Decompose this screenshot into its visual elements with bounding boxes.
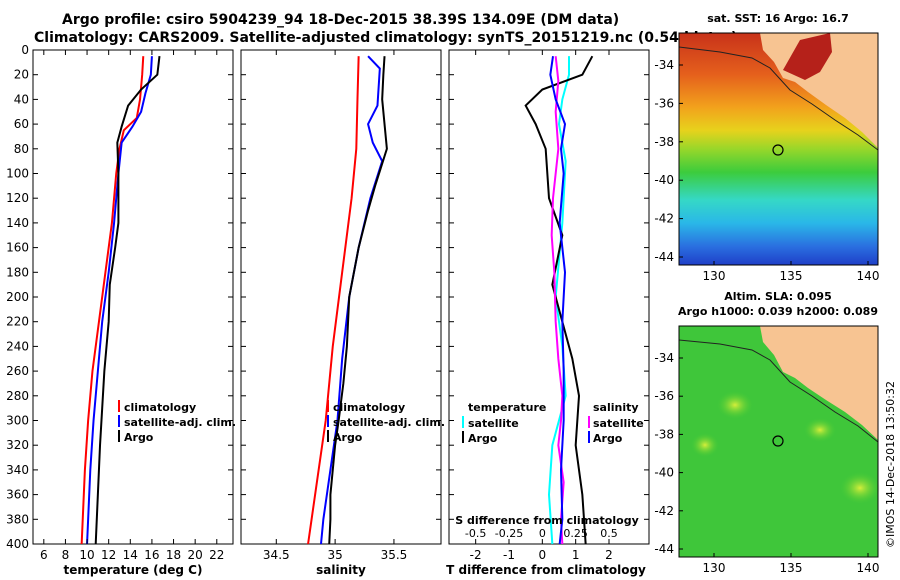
y-tick-label: 40 bbox=[14, 92, 29, 106]
legend-climatology-label: climatology bbox=[333, 401, 405, 414]
series-climatology bbox=[307, 56, 360, 545]
x-tick-label: 35 bbox=[327, 548, 342, 562]
sla-map-title-line1: Altim. SLA: 0.095 bbox=[724, 290, 832, 303]
x-tick-label: 12 bbox=[101, 548, 116, 562]
x-tick-label: 14 bbox=[123, 548, 138, 562]
legend-temperature-title: temperature bbox=[468, 401, 546, 414]
salinity-xlabel: salinity bbox=[316, 563, 366, 577]
legend-argo-label: Argo bbox=[124, 431, 154, 444]
x-tick-label: 10 bbox=[79, 548, 94, 562]
difference-legend-temperature: temperature satellite Argo bbox=[462, 401, 546, 445]
y-tick-label: 320 bbox=[6, 438, 29, 452]
y-tick-label: 200 bbox=[6, 290, 29, 304]
legend-satellite-adj-label: satellite-adj. clim. bbox=[333, 416, 445, 429]
salinity-panel-frame bbox=[240, 49, 442, 545]
legend-t-argo-label: Argo bbox=[468, 432, 498, 445]
y-tick-label: 300 bbox=[6, 414, 29, 428]
legend-s-argo-label: Argo bbox=[593, 432, 623, 445]
temperature-panel: 6 8 10 12 14 16 18 20 22 0 20 40 60 80 100 120 140 160 18… bbox=[6, 43, 236, 577]
y-tick-label: 100 bbox=[6, 167, 29, 181]
difference-panel-frame bbox=[448, 49, 650, 545]
x-tick-label: 18 bbox=[166, 548, 181, 562]
sst-map-title: sat. SST: 16 Argo: 16.7 bbox=[707, 12, 849, 25]
s-tick-label: -0.5 bbox=[465, 527, 486, 540]
y-tick-label: 340 bbox=[6, 463, 29, 477]
series-satellite-adj-clim- bbox=[86, 56, 153, 545]
figure-title-line1: Argo profile: csiro 5904239_94 18-Dec-20… bbox=[62, 12, 620, 28]
series-salinity-argo bbox=[549, 56, 567, 545]
y-tick-label: 20 bbox=[14, 68, 29, 82]
x-tick-label: 0 bbox=[539, 548, 547, 562]
x-tick-label: 16 bbox=[144, 548, 159, 562]
y-tick-label: 140 bbox=[6, 216, 29, 230]
s-tick-label: 0.5 bbox=[600, 527, 618, 540]
y-tick-label: 80 bbox=[14, 142, 29, 156]
x-tick-label: 2 bbox=[605, 548, 613, 562]
series-climatology bbox=[80, 56, 145, 545]
t-difference-xlabel: T difference from climatology bbox=[446, 563, 646, 577]
legend-t-satellite-label: satellite bbox=[468, 417, 519, 430]
salinity-panel: 34.5 35 35.5 salinity climatology satellit… bbox=[240, 49, 445, 577]
temperature-legend: climatology satellite-adj. clim. Argo bbox=[118, 400, 236, 444]
salinity-legend: climatology satellite-adj. clim. Argo bbox=[327, 400, 445, 444]
figure-title-line2: Climatology: CARS2009. Satellite-adjuste… bbox=[34, 30, 738, 46]
difference-legend-salinity: salinity satellite Argo bbox=[588, 401, 644, 445]
y-tick-label: 120 bbox=[6, 191, 29, 205]
temperature-xlabel: temperature (deg C) bbox=[64, 563, 203, 577]
legend-climatology-label: climatology bbox=[124, 401, 196, 414]
series-temperature-satellite bbox=[547, 56, 570, 545]
copyright-stamp: ©IMOS 14-Dec-2018 13:50:32 bbox=[884, 381, 897, 548]
series-argo bbox=[328, 56, 388, 545]
y-tick-label: 220 bbox=[6, 315, 29, 329]
x-tick-label: -2 bbox=[470, 548, 482, 562]
y-tick-label: 0 bbox=[21, 43, 29, 57]
s-tick-label: 0 bbox=[539, 527, 546, 540]
s-tick-label: -0.25 bbox=[495, 527, 523, 540]
x-tick-label: 20 bbox=[188, 548, 203, 562]
y-tick-label: 380 bbox=[6, 512, 29, 526]
x-tick-label: 22 bbox=[209, 548, 224, 562]
x-tick-label: 8 bbox=[62, 548, 70, 562]
legend-s-satellite-label: satellite bbox=[593, 417, 644, 430]
legend-salinity-title: salinity bbox=[593, 401, 639, 414]
y-tick-label: 240 bbox=[6, 339, 29, 353]
legend-argo-label: Argo bbox=[333, 431, 363, 444]
y-tick-label: 400 bbox=[6, 537, 29, 551]
sla-map-title-line2: Argo h1000: 0.039 h2000: 0.089 bbox=[678, 305, 878, 318]
difference-panel: -2 -1 0 1 2 -0.5 -0.25 0 0.25 0.5 S difference f… bbox=[446, 49, 650, 577]
y-tick-label: 360 bbox=[6, 488, 29, 502]
s-difference-label: S difference from climatology bbox=[455, 514, 639, 527]
series-temperature-argo bbox=[524, 55, 594, 545]
x-tick-label: 1 bbox=[572, 548, 580, 562]
x-tick-label: 35.5 bbox=[381, 548, 408, 562]
y-tick-label: 280 bbox=[6, 389, 29, 403]
y-tick-label: 180 bbox=[6, 265, 29, 279]
x-tick-label: 34.5 bbox=[263, 548, 290, 562]
legend-satellite-adj-label: satellite-adj. clim. bbox=[124, 416, 236, 429]
series-argo bbox=[94, 56, 161, 545]
y-tick-label: 260 bbox=[6, 364, 29, 378]
x-tick-label: 6 bbox=[40, 548, 48, 562]
y-tick-label: 160 bbox=[6, 241, 29, 255]
x-tick-label: -1 bbox=[503, 548, 515, 562]
y-tick-label: 60 bbox=[14, 117, 29, 131]
s-tick-label: 0.25 bbox=[563, 527, 588, 540]
temperature-panel-frame bbox=[32, 49, 234, 545]
